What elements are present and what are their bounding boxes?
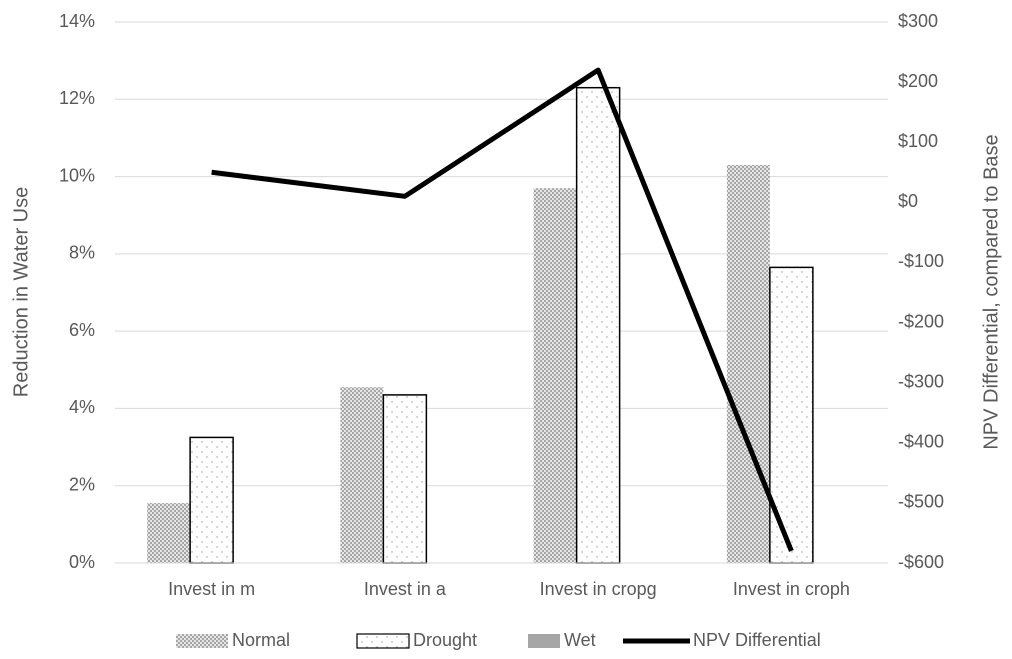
y-tick-label: 8% (69, 243, 95, 263)
bar (533, 188, 577, 563)
y-tick-label: 12% (59, 88, 95, 108)
y2-tick-label: -$100 (898, 251, 944, 271)
x-tick-label: Invest in cropg (540, 579, 657, 599)
y-tick-label: 10% (59, 165, 95, 185)
legend-label: Drought (413, 630, 477, 650)
y-tick-label: 14% (59, 11, 95, 31)
bar (147, 503, 191, 563)
y2-tick-label: $200 (898, 71, 938, 91)
x-tick-label: Invest in croph (733, 579, 850, 599)
legend-swatch (528, 634, 560, 648)
legend-swatch (356, 633, 410, 649)
line-series (211, 67, 794, 552)
bar (189, 436, 234, 564)
y2-tick-label: $100 (898, 131, 938, 151)
y2-tick-label: -$500 (898, 492, 944, 512)
x-tick-label: Invest in m (168, 579, 255, 599)
bar (382, 394, 428, 564)
y-axis-title: Reduction in Water Use (10, 187, 32, 397)
y-tick-label: 4% (69, 397, 95, 417)
y2-tick-label: -$400 (898, 432, 944, 452)
x-tick-label: Invest in a (364, 579, 447, 599)
y2-axis-title: NPV Differential, compared to Base (980, 134, 1002, 449)
y2-tick-label: $300 (898, 11, 938, 31)
y2-tick-label: -$200 (898, 311, 944, 331)
bar (726, 164, 770, 563)
y-tick-label: 6% (69, 320, 95, 340)
legend-label: NPV Differential (693, 630, 821, 650)
bar (575, 86, 621, 564)
y2-tick-label: -$600 (898, 552, 944, 572)
y-tick-label: 2% (69, 474, 95, 494)
legend-label: Wet (564, 630, 596, 650)
legend-swatch (176, 634, 228, 648)
bar (340, 387, 384, 563)
legend-label: Normal (232, 630, 290, 650)
y2-tick-label: -$300 (898, 371, 944, 391)
y-tick-label: 0% (69, 552, 95, 572)
y2-tick-label: $0 (898, 191, 918, 211)
